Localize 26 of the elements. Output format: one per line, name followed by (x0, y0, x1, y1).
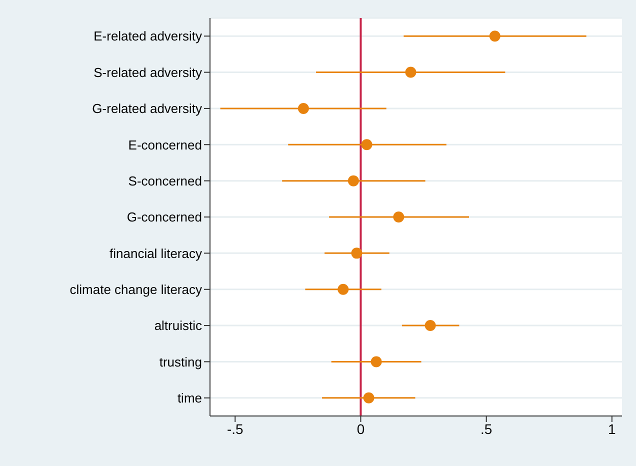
y-tick-label: G-concerned (126, 210, 202, 225)
y-tick-label: S-related adversity (94, 64, 202, 80)
point (298, 102, 309, 114)
point (351, 248, 362, 259)
point (363, 392, 374, 404)
point (393, 212, 404, 222)
y-tick-label: G-related adversity (92, 101, 202, 116)
point (405, 66, 416, 78)
point (361, 139, 372, 150)
point (489, 30, 500, 42)
x-tick-label: -.5 (226, 420, 244, 437)
point (348, 175, 359, 186)
x-tick-label: 0 (356, 420, 365, 437)
y-tick-label: S-concerned (128, 173, 202, 188)
y-tick-label: trusting (159, 354, 202, 370)
point (338, 284, 349, 295)
point (424, 320, 436, 332)
x-tick-label: 1 (608, 420, 616, 437)
y-tick-label: E-related adversity (94, 28, 202, 44)
y-tick-label: climate change literacy (70, 282, 202, 297)
x-tick-label: .5 (480, 420, 492, 437)
y-tick-label: E-concerned (128, 137, 202, 152)
y-tick-label: financial literacy (110, 246, 202, 261)
y-tick-label: time (177, 390, 202, 406)
point (370, 356, 382, 368)
y-tick-label: altruistic (154, 318, 202, 334)
